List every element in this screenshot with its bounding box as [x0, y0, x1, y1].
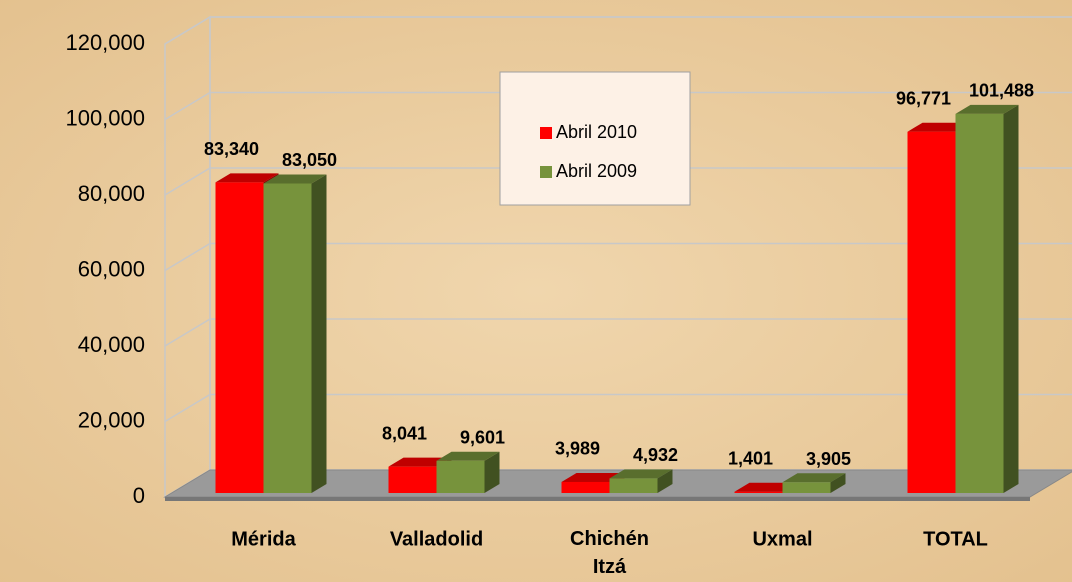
- y-tick-label: 40,000: [78, 332, 145, 357]
- y-tick-label: 60,000: [78, 256, 145, 281]
- x-tick-label: Uxmal: [752, 528, 812, 550]
- bar-side: [1003, 104, 1019, 493]
- bar-top: [388, 457, 452, 467]
- bar-side: [311, 174, 327, 493]
- value-label: 9,601: [460, 428, 505, 448]
- bar-side: [830, 473, 846, 493]
- bar-top: [263, 174, 327, 184]
- y-tick-label: 80,000: [78, 181, 145, 206]
- bar: [907, 131, 956, 494]
- legend-swatch: [540, 166, 552, 178]
- bar: [263, 183, 312, 493]
- legend-label: Abril 2010: [556, 122, 637, 142]
- bar: [215, 182, 264, 494]
- x-tick-label: TOTAL: [923, 528, 988, 550]
- legend-box: [499, 71, 691, 206]
- x-tick-label: Valladolid: [390, 528, 483, 550]
- value-label: 101,488: [969, 81, 1034, 101]
- grid-line-side: [164, 242, 211, 272]
- legend-label: Abril 2009: [556, 161, 637, 181]
- bar-top: [907, 122, 971, 132]
- bar-side: [657, 469, 673, 493]
- value-label: 83,340: [204, 139, 259, 159]
- grid-line-side: [164, 91, 211, 121]
- bar-top: [609, 469, 673, 479]
- x-tick-label: Chichén Itzá: [570, 528, 649, 578]
- bar-side: [484, 451, 500, 493]
- bar: [609, 478, 658, 493]
- value-label: 83,050: [282, 150, 337, 170]
- bar-top: [782, 473, 846, 483]
- value-label: 3,989: [555, 439, 600, 459]
- bar-top: [561, 472, 625, 482]
- bar: [782, 482, 831, 493]
- bar-top: [436, 451, 500, 461]
- y-tick-label: 20,000: [78, 407, 145, 432]
- bar-top: [215, 173, 279, 183]
- bar-top: [955, 104, 1019, 114]
- value-label: 4,932: [633, 445, 678, 465]
- floor-front: [165, 497, 1030, 501]
- grid-line-side: [164, 393, 211, 423]
- y-tick-label: 100,000: [65, 105, 145, 130]
- y-tick-label: 120,000: [65, 30, 145, 55]
- value-label: 8,041: [382, 423, 427, 443]
- value-label: 1,401: [728, 448, 773, 468]
- bar: [955, 113, 1004, 493]
- bar: [436, 460, 485, 493]
- value-label: 3,905: [806, 449, 851, 469]
- grid-line-side: [164, 16, 211, 45]
- y-tick-label: 0: [133, 483, 145, 508]
- grid-line-side: [164, 167, 211, 196]
- grid-line-side: [164, 318, 211, 347]
- legend-swatch: [540, 127, 552, 139]
- bar: [388, 466, 437, 493]
- bar: [561, 481, 610, 493]
- bar-top: [734, 482, 798, 492]
- x-tick-label: Mérida: [231, 528, 296, 550]
- value-label: 96,771: [896, 88, 951, 108]
- bar: [734, 491, 783, 493]
